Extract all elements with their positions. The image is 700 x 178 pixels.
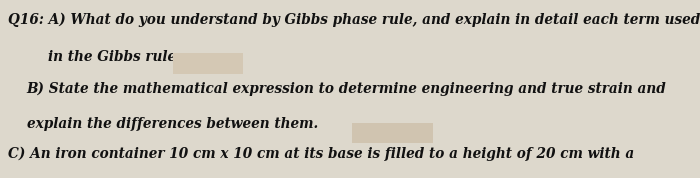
Bar [173, 53, 243, 74]
Text: explain the differences between them.: explain the differences between them. [27, 117, 318, 132]
Text: Q16: A) What do you understand by Gibbs phase rule, and explain in detail each t: Q16: A) What do you understand by Gibbs … [8, 12, 700, 27]
Text: C) An iron container 10 cm x 10 cm at its base is filled to a height of 20 cm wi: C) An iron container 10 cm x 10 cm at it… [8, 147, 635, 161]
Text: B) State the mathematical expression to determine engineering and true strain an: B) State the mathematical expression to … [27, 82, 666, 96]
Text: in the Gibbs rule.: in the Gibbs rule. [48, 50, 181, 64]
Bar [352, 123, 433, 143]
